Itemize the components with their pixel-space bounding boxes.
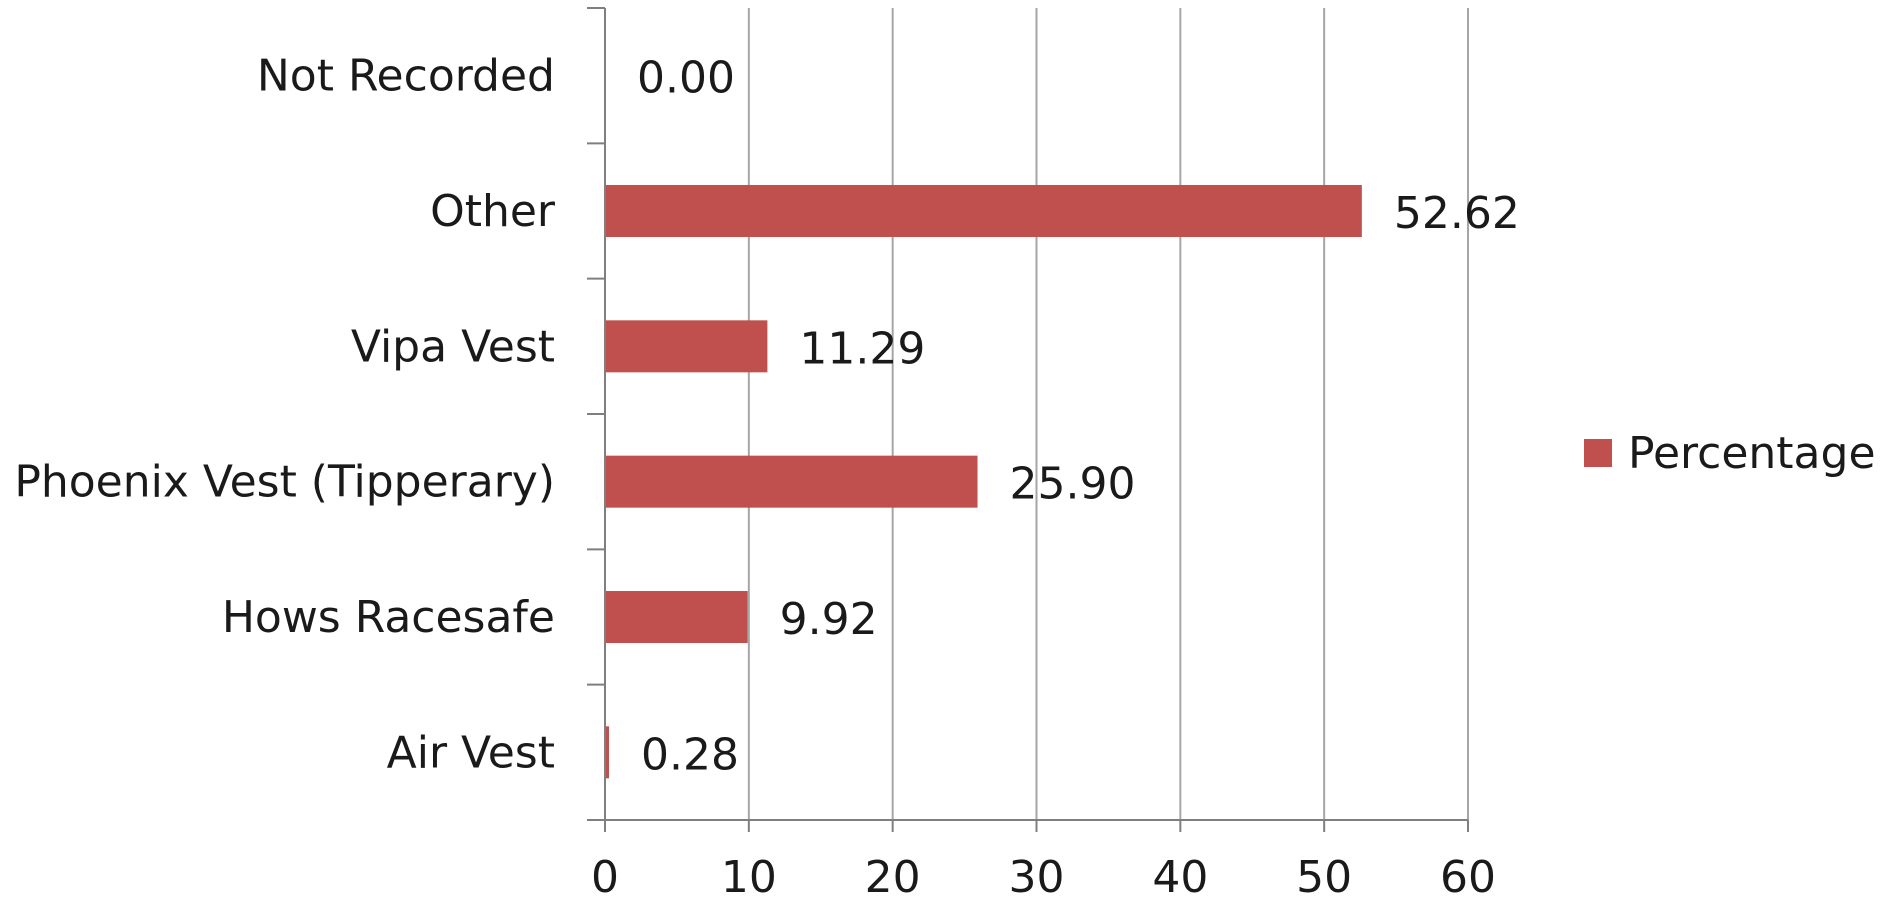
legend-swatch bbox=[1584, 439, 1612, 467]
data-label: 0.28 bbox=[641, 729, 739, 780]
x-tick-label: 40 bbox=[1152, 852, 1208, 903]
x-tick-label: 30 bbox=[1009, 852, 1065, 903]
bar bbox=[605, 726, 610, 779]
gridlines bbox=[747, 8, 1469, 820]
category-label: Hows Racesafe bbox=[222, 592, 555, 643]
data-label: 52.62 bbox=[1394, 188, 1520, 239]
bar bbox=[605, 455, 978, 508]
category-label: Not Recorded bbox=[257, 51, 555, 102]
category-label: Other bbox=[430, 186, 556, 237]
bar bbox=[605, 591, 748, 643]
x-tick-label: 0 bbox=[591, 852, 619, 903]
bars bbox=[605, 185, 1362, 779]
bar bbox=[605, 185, 1362, 237]
legend: Percentage bbox=[1584, 428, 1876, 479]
labels: Not Recorded 0.00 Other 52.62 Vipa Vest 11.29… bbox=[14, 51, 1519, 903]
category-label: Vipa Vest bbox=[351, 321, 555, 372]
x-tick-label: 50 bbox=[1296, 852, 1352, 903]
data-label: 11.29 bbox=[799, 323, 925, 374]
data-label: 9.92 bbox=[780, 594, 878, 645]
data-label: 0.00 bbox=[637, 53, 735, 104]
axes bbox=[587, 7, 1469, 832]
legend-label: Percentage bbox=[1628, 428, 1876, 479]
x-tick-label: 20 bbox=[865, 852, 921, 903]
category-label: Air Vest bbox=[387, 727, 555, 778]
data-label: 25.90 bbox=[1010, 459, 1136, 510]
bar bbox=[605, 320, 768, 373]
x-tick-label: 60 bbox=[1440, 852, 1496, 903]
x-tick-label: 10 bbox=[721, 852, 777, 903]
category-label: Phoenix Vest (Tipperary) bbox=[14, 457, 555, 508]
